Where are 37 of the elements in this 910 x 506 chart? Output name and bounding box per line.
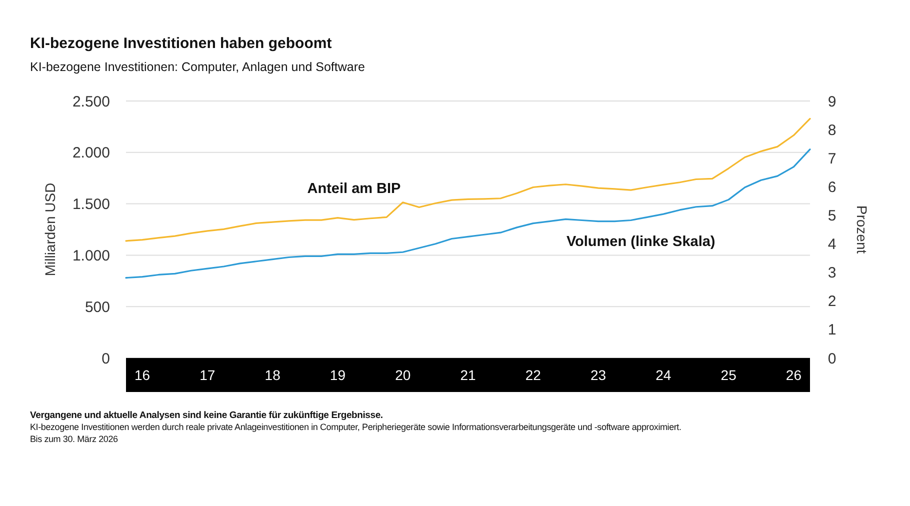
y2-tick-label: 6 <box>828 178 836 196</box>
x-tick-label: 24 <box>656 367 672 383</box>
line-series <box>125 148 811 279</box>
text: Bis zum 30. März 2026 <box>30 434 118 444</box>
text: KI-bezogene Investitionen werden durch reale private Anlageinvestitionen in Computer, Peripheriegeräte sowie Informationsverarbeitungsgeräte und -software approximiert. <box>30 422 682 432</box>
x-tick-label: 26 <box>786 367 802 383</box>
y-axis-title: Milliarden USD <box>42 182 58 276</box>
y2-tick-label: 2 <box>828 293 836 310</box>
chart-subtitle: KI-bezogene Investitionen: Computer, Anlagen und Software <box>30 60 365 74</box>
y2-tick-label: 4 <box>828 236 836 254</box>
x-tick-label: 16 <box>134 367 150 383</box>
x-tick-label: 23 <box>590 367 606 383</box>
y-tick-label: 1.000 <box>72 247 110 264</box>
y2-tick-label: 0 <box>828 350 836 368</box>
y-tick-label: 0 <box>102 350 110 368</box>
y-tick-label: 1.500 <box>72 196 110 214</box>
y-tick-label: 2.000 <box>72 144 110 162</box>
series-label: Volumen (linke Skala) <box>566 234 716 250</box>
x-tick-label: 22 <box>525 367 542 383</box>
x-tick-label: 21 <box>460 367 476 383</box>
x-tick-label: 25 <box>720 367 737 383</box>
series-label: Anteil am BIP <box>307 180 402 197</box>
y-tick-label: 500 <box>84 298 110 316</box>
text: Vergangene und aktuelle Analysen sind keine Garantie für zukünftige Ergebnisse. <box>30 410 383 421</box>
x-tick-label: 17 <box>200 367 216 383</box>
x-tick-label: 19 <box>330 367 346 383</box>
x-tick-label: 18 <box>264 367 281 383</box>
y2-tick-label: 7 <box>828 150 836 168</box>
y-tick-label: 2.500 <box>72 93 110 110</box>
y2-tick-label: 1 <box>828 322 836 339</box>
y2-tick-label: 5 <box>828 207 836 224</box>
y2-tick-label: 8 <box>828 122 836 139</box>
y2-tick-label: 9 <box>828 93 836 110</box>
chart-title: KI-bezogene Investitionen haben geboomt <box>30 35 332 52</box>
y2-tick-label: 3 <box>828 264 836 282</box>
x-tick-label: 20 <box>395 367 411 383</box>
y2-axis-title: Prozent <box>854 205 870 254</box>
